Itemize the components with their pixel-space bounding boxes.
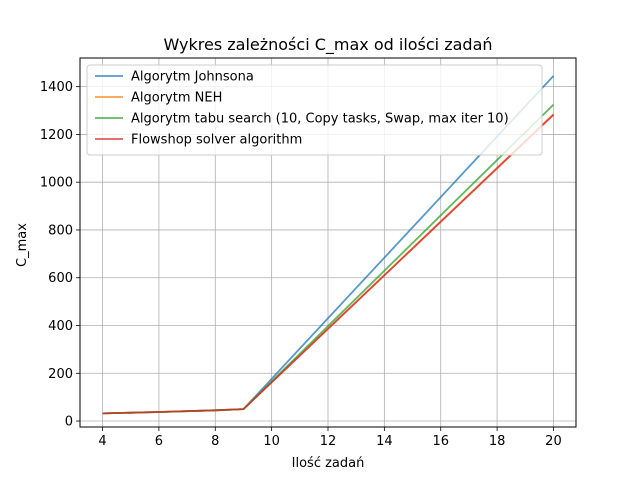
- y-tick-label: 0: [65, 415, 73, 430]
- y-tick-label: 200: [48, 367, 73, 382]
- x-tick-label: 18: [489, 434, 506, 449]
- y-tick-label: 800: [48, 223, 73, 238]
- chart-title: Wykres zależności C_max od ilości zadań: [163, 35, 492, 55]
- x-axis-label: Ilość zadań: [292, 456, 365, 471]
- x-tick-label: 8: [211, 434, 219, 449]
- y-tick-label: 1400: [40, 80, 73, 95]
- x-tick-label: 12: [320, 434, 337, 449]
- x-tick-label: 16: [432, 434, 449, 449]
- legend-label-4: Flowshop solver algorithm: [131, 133, 302, 148]
- x-tick-label: 6: [155, 434, 163, 449]
- y-tick-label: 1000: [40, 176, 73, 191]
- x-tick-label: 10: [263, 434, 280, 449]
- y-tick-label: 1200: [40, 128, 73, 143]
- y-tick-label: 400: [48, 319, 73, 334]
- x-tick-label: 14: [376, 434, 393, 449]
- legend-label-3: Algorytm tabu search (10, Copy tasks, Sw…: [131, 112, 509, 127]
- x-tick-label: 20: [545, 434, 562, 449]
- series-lines: [102, 75, 555, 415]
- legend: Algorytm Johnsona Algorytm NEH Algorytm ta…: [86, 64, 543, 156]
- legend-box: [86, 64, 543, 156]
- y-axis-label: C_max: [15, 223, 30, 267]
- y-tick-label: 600: [48, 271, 73, 286]
- series-line-4: [102, 114, 555, 415]
- x-tick-label: 4: [98, 434, 106, 449]
- legend-label-1: Algorytm Johnsona: [131, 70, 254, 85]
- legend-label-2: Algorytm NEH: [131, 91, 222, 106]
